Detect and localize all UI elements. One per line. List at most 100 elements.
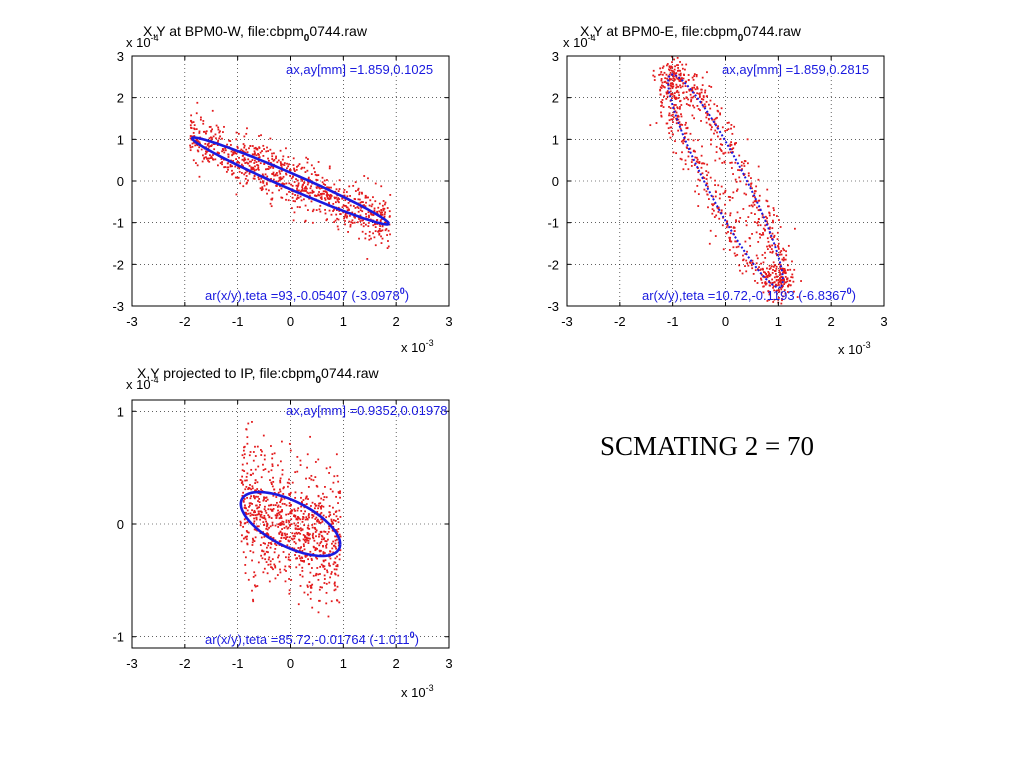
scatter-point xyxy=(305,189,307,192)
scatter-point xyxy=(779,280,782,283)
scatter-point xyxy=(659,93,662,96)
scatter-point xyxy=(757,218,760,220)
scatter-point xyxy=(316,557,319,560)
scatter-point xyxy=(783,279,785,282)
scatter-point xyxy=(313,539,316,542)
scatter-point xyxy=(758,233,761,235)
scatter-point xyxy=(262,155,265,157)
scatter-point xyxy=(265,188,268,191)
scatter-point xyxy=(257,166,260,169)
scatter-point xyxy=(283,536,285,539)
scatter-point xyxy=(724,191,726,194)
scatter-point xyxy=(247,422,250,425)
scatter-point xyxy=(286,481,289,484)
scatter-point xyxy=(782,271,785,274)
scatter-point xyxy=(714,235,717,237)
scatter-point xyxy=(211,109,214,112)
scatter-point xyxy=(344,199,347,202)
scatter-point xyxy=(357,187,360,190)
scatter-point xyxy=(278,179,281,181)
scatter-point xyxy=(289,491,292,494)
scatter-point xyxy=(306,183,309,186)
scatter-point xyxy=(295,184,298,187)
scatter-point xyxy=(300,510,303,512)
scatter-point xyxy=(244,556,247,559)
scatter-point xyxy=(253,517,255,520)
scatter-point xyxy=(255,154,258,157)
scatter-point xyxy=(289,449,292,452)
scatter-point xyxy=(289,168,291,171)
scatter-point xyxy=(721,224,724,227)
scatter-point xyxy=(254,455,257,457)
scatter-point xyxy=(264,558,267,561)
scatter-point xyxy=(280,498,283,500)
scatter-point xyxy=(255,495,257,498)
scatter-point xyxy=(682,73,685,76)
scatter-point xyxy=(266,498,269,501)
scatter-point xyxy=(664,80,667,83)
scatter-point xyxy=(330,194,333,197)
scatter-point xyxy=(244,488,247,491)
scatter-point xyxy=(302,183,304,186)
scatter-point xyxy=(305,536,308,539)
scatter-point xyxy=(261,516,264,519)
scatter-point xyxy=(279,540,282,543)
chart-panel-ip: -3 -2 -1 0 1 2 3-101 X,Y projected to IP, file… xyxy=(112,365,452,700)
scatter-point xyxy=(253,150,256,153)
scatter-point xyxy=(271,521,274,524)
scatter-point xyxy=(676,107,679,110)
x-tick-label: -3 xyxy=(126,314,138,329)
scatter-point xyxy=(290,537,293,540)
scatter-point xyxy=(669,67,672,70)
scatter-point xyxy=(249,502,252,505)
scatter-point xyxy=(332,481,335,484)
scatter-point xyxy=(701,145,703,148)
scatter-point xyxy=(669,90,672,93)
scatter-point xyxy=(379,211,382,214)
scatter-point xyxy=(285,504,288,507)
scatter-point xyxy=(767,290,770,292)
scatter-point xyxy=(304,220,307,223)
scatter-point xyxy=(319,204,322,207)
scatter-point xyxy=(781,299,783,302)
scatter-point xyxy=(301,559,304,562)
scatter-point xyxy=(307,177,310,180)
scatter-point xyxy=(289,511,292,513)
scatter-point xyxy=(236,161,238,164)
scatter-point xyxy=(741,168,743,170)
scatter-point xyxy=(731,148,734,151)
scatter-point xyxy=(282,155,285,158)
scatter-point xyxy=(702,95,705,97)
scatter-point xyxy=(238,161,241,164)
scatter-point xyxy=(673,107,676,110)
scatter-point xyxy=(708,85,711,87)
scatter-point xyxy=(307,542,310,544)
scatter-point xyxy=(323,179,326,182)
scatter-point xyxy=(768,275,771,278)
scatter-point xyxy=(227,166,230,169)
scatter-point xyxy=(278,189,281,192)
scatter-point xyxy=(358,198,361,201)
scatter-point xyxy=(287,513,290,516)
scatter-point xyxy=(735,220,738,223)
scatter-point xyxy=(321,192,324,195)
scatter-point xyxy=(720,107,723,110)
scatter-point xyxy=(256,585,259,587)
scatter-point xyxy=(301,179,304,182)
scatter-point xyxy=(320,540,323,543)
scatter-point xyxy=(251,485,254,488)
scatter-point xyxy=(279,490,282,493)
scatter-point xyxy=(200,148,203,151)
scatter-point xyxy=(728,240,731,243)
scatter-point xyxy=(318,186,320,189)
scatter-point xyxy=(349,204,352,207)
scatter-point xyxy=(326,179,328,181)
scatter-point xyxy=(702,162,704,165)
scatter-point xyxy=(246,542,249,545)
scatter-point xyxy=(304,510,306,513)
scatter-point xyxy=(733,143,736,146)
scatter-point xyxy=(221,161,223,163)
scatter-point xyxy=(779,277,781,280)
scatter-point xyxy=(319,521,322,524)
scatter-point xyxy=(337,528,340,530)
